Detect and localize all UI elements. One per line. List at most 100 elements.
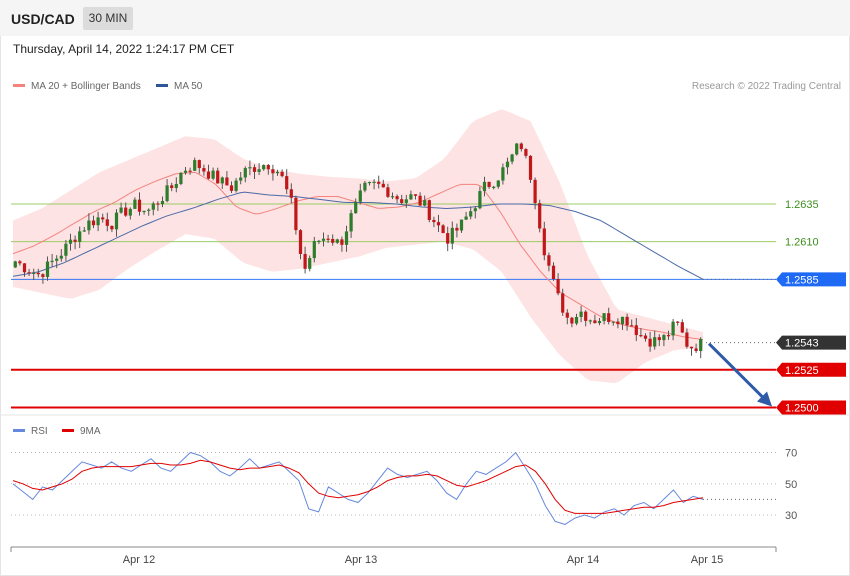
candle-body	[280, 171, 284, 177]
candle-body	[64, 243, 68, 256]
candle-body	[473, 208, 477, 212]
rsi-swatch-icon	[13, 428, 25, 432]
candle-body	[262, 165, 266, 170]
candle-body	[289, 189, 293, 198]
candle-body	[68, 239, 73, 244]
candle-body	[59, 255, 63, 259]
x-tick-label-2: Apr 14	[567, 554, 599, 566]
candle-body	[308, 258, 312, 269]
candle-body	[505, 161, 510, 168]
level-tag-5	[776, 400, 846, 415]
candle-body	[294, 197, 298, 231]
candle-body	[32, 272, 36, 274]
candle-body	[441, 225, 445, 234]
candle-body	[459, 219, 464, 231]
candle-body	[611, 321, 615, 323]
candle-body	[248, 167, 252, 169]
x-axis: Apr 12 Apr 13 Apr 14 Apr 15	[10, 546, 777, 566]
level-tag-2	[776, 272, 846, 287]
timeframe-button[interactable]: 30 MIN	[83, 7, 133, 30]
candle-body	[271, 169, 275, 174]
candle-body	[220, 177, 224, 184]
candle-body	[413, 194, 418, 196]
candle-body	[73, 239, 77, 242]
candle-body	[699, 338, 703, 352]
forecast-arrow-line	[707, 342, 768, 402]
chart-datetime: Thursday, April 14, 2022 1:24:17 PM CET	[13, 42, 235, 56]
candle-body	[303, 253, 307, 269]
candle-body	[266, 165, 270, 170]
symbol-label: USD/CAD	[11, 11, 75, 27]
bollinger-band	[13, 109, 703, 384]
candle-body	[404, 199, 408, 203]
legend-ma50-label: MA 50	[174, 81, 203, 92]
rsi-ma-swatch-icon	[62, 428, 74, 432]
candle-body	[515, 143, 519, 155]
level-label-2: 1.2585	[785, 274, 819, 286]
candle-body	[133, 199, 137, 209]
candle-body	[239, 177, 243, 181]
x-tick-label-0: Apr 12	[123, 554, 155, 566]
candle-body	[91, 220, 96, 226]
candle-body	[137, 199, 142, 212]
credit-text: Research © 2022 Trading Central	[691, 81, 841, 92]
candle-body	[193, 160, 197, 171]
candle-body	[657, 337, 661, 341]
candle-body	[510, 154, 514, 162]
candle-body	[96, 217, 100, 226]
rsi-ma-line	[12, 459, 704, 514]
candle-body	[206, 171, 211, 179]
candle-body	[344, 231, 349, 245]
candle-body	[464, 216, 468, 220]
candle-body	[390, 196, 395, 198]
candle-body	[436, 222, 441, 226]
candle-body	[542, 228, 546, 256]
level-tag-3	[776, 335, 846, 350]
candle-body	[620, 316, 625, 325]
candle-body	[561, 293, 565, 313]
candle-body	[216, 170, 220, 184]
candles	[13, 142, 772, 407]
candle-body	[101, 217, 105, 220]
candle-body	[423, 200, 427, 206]
candle-body	[275, 171, 280, 174]
candle-body	[326, 238, 330, 240]
candle-body	[630, 325, 634, 327]
candle-body	[496, 180, 500, 187]
rsi-tick-label-1: 50	[785, 479, 797, 491]
level-label-5: 1.2500	[785, 402, 819, 414]
candle-body	[446, 233, 450, 244]
candle-body	[78, 231, 82, 242]
candle-body	[395, 196, 399, 200]
candle-body	[160, 201, 165, 205]
candle-body	[680, 322, 684, 333]
candle-body	[257, 169, 261, 172]
rsi-tick-label-0: 70	[785, 448, 797, 460]
candle-body	[584, 311, 588, 321]
moving-averages	[12, 171, 776, 341]
level-label-4: 1.2525	[785, 365, 819, 377]
candle-body	[211, 170, 215, 179]
candle-body	[607, 313, 611, 322]
level-label-0: 1.2635	[785, 199, 819, 211]
candle-body	[450, 227, 454, 244]
candle-body	[197, 160, 201, 169]
candle-body	[183, 170, 188, 173]
candle-body	[128, 208, 132, 216]
level-label-1: 1.2610	[785, 237, 819, 249]
x-tick-label-1: Apr 13	[345, 554, 377, 566]
candle-body	[574, 316, 579, 324]
candle-body	[455, 227, 459, 231]
candle-body	[119, 207, 123, 213]
candle-body	[634, 325, 638, 336]
candle-body	[602, 313, 606, 322]
candle-body	[124, 207, 128, 216]
candle-body	[409, 194, 413, 200]
ma20-swatch-icon	[13, 83, 25, 87]
candle-body	[317, 240, 321, 243]
candle-body	[147, 209, 151, 211]
candle-body	[363, 182, 367, 191]
candle-body	[50, 260, 54, 263]
candle-body	[13, 261, 17, 268]
candle-body	[501, 167, 505, 181]
